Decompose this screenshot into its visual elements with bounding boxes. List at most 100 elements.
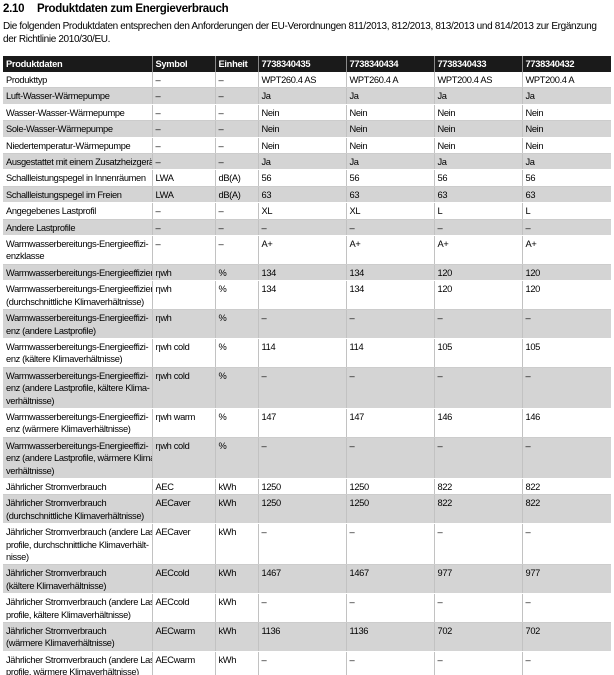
cell-value: – — [257, 437, 346, 479]
row-label: Jährlicher Stromverbrauch (durchschnittl… — [3, 494, 152, 525]
row-symbol: – — [151, 219, 215, 237]
row-unit: kWh — [214, 523, 258, 566]
cell-value: 134 — [257, 264, 346, 282]
cell-value: – — [345, 437, 434, 479]
row-label: Warmwasserbereitungs-Energieeffizienz (d… — [3, 280, 152, 311]
row-symbol: AECaver — [151, 494, 215, 525]
table-row: Warmwasserbereitungs-Energieeffizi- enz … — [3, 437, 611, 479]
cell-value: – — [433, 523, 522, 566]
cell-value: Nein — [521, 137, 611, 155]
cell-value: – — [433, 651, 522, 675]
row-unit: % — [214, 309, 258, 339]
row-symbol: AECwarm — [151, 622, 215, 652]
cell-value: A+ — [257, 235, 346, 265]
cell-value: 1136 — [345, 622, 434, 652]
row-label: Produkttyp — [3, 72, 152, 89]
cell-value: 63 — [433, 186, 522, 204]
cell-value: Nein — [521, 120, 611, 138]
cell-value: – — [433, 437, 522, 479]
cell-value: – — [521, 523, 611, 566]
row-symbol: AECcold — [151, 564, 215, 595]
cell-value: – — [345, 651, 434, 675]
table-row: Jährlicher Stromverbrauch (kältere Klima… — [3, 564, 611, 595]
row-unit: % — [214, 338, 258, 368]
table-row: Jährlicher Stromverbrauch (andere Last- … — [3, 593, 611, 624]
table-row: Warmwasserbereitungs-Energieeffizi- enzk… — [3, 235, 611, 265]
row-symbol: AECwarm — [151, 651, 215, 675]
cell-value: Ja — [257, 153, 346, 171]
row-unit: – — [214, 104, 258, 122]
cell-value: Ja — [521, 153, 611, 171]
row-symbol: – — [151, 235, 215, 265]
table-row: Warmwasserbereitungs-Energieeffizi- enz … — [3, 309, 611, 339]
row-label: Jährlicher Stromverbrauch (andere Last- … — [3, 593, 152, 624]
cell-value: 120 — [433, 280, 522, 311]
section-heading: 2.10 Produktdaten zum Energieverbrauch — [3, 3, 611, 15]
cell-value: 147 — [257, 408, 346, 438]
cell-value: 120 — [521, 280, 611, 311]
row-label: Warmwasserbereitungs-Energieeffizi- enz … — [3, 367, 152, 409]
table-row: Ausgestattet mit einem Zusatzheizgerät? –… — [3, 153, 611, 171]
table-row: Jährlicher Stromverbrauch (durchschnittl… — [3, 494, 611, 525]
cell-value: WPT200.4 A — [521, 72, 611, 89]
cell-value: Nein — [345, 120, 434, 138]
row-label: Luft-Wasser-Wärmepumpe — [3, 87, 152, 105]
cell-value: 63 — [257, 186, 346, 204]
cell-value: – — [521, 437, 611, 479]
row-unit: – — [214, 153, 258, 171]
row-label: Niedertemperatur-Wärmepumpe — [3, 137, 152, 155]
table-row: Jährlicher Stromverbrauch (wärmere Klima… — [3, 622, 611, 652]
row-symbol: ηwh cold — [151, 338, 215, 368]
cell-value: XL — [345, 202, 434, 220]
row-unit: – — [214, 120, 258, 138]
cell-value: – — [521, 651, 611, 675]
row-symbol: ηwh — [151, 280, 215, 311]
cell-value: Nein — [257, 104, 346, 122]
row-unit: – — [214, 87, 258, 105]
row-label: Jährlicher Stromverbrauch (andere Last- … — [3, 651, 152, 675]
cell-value: – — [521, 593, 611, 624]
row-symbol: – — [151, 104, 215, 122]
row-symbol: ηwh cold — [151, 367, 215, 409]
table-row: Produkttyp – – WPT260.4 AS WPT260.4 A WPT200.… — [3, 72, 611, 89]
cell-value: WPT200.4 AS — [433, 72, 522, 89]
row-unit: % — [214, 408, 258, 438]
row-symbol: – — [151, 120, 215, 138]
row-label: Wasser-Wasser-Wärmepumpe — [3, 104, 152, 122]
column-header: 7738340435 — [257, 56, 346, 72]
table-row: Jährlicher Stromverbrauch (andere Last- … — [3, 651, 611, 675]
row-unit: kWh — [214, 564, 258, 595]
cell-value: 147 — [345, 408, 434, 438]
table-row: Wasser-Wasser-Wärmepumpe – – Nein Nein Nein Ne… — [3, 104, 611, 122]
cell-value: 105 — [433, 338, 522, 368]
cell-value: 56 — [433, 169, 522, 187]
cell-value: Nein — [345, 104, 434, 122]
row-unit: kWh — [214, 478, 258, 496]
product-data-table: Produktdaten Symbol Einheit 7738340435 77383… — [3, 56, 611, 675]
row-unit: dB(A) — [214, 186, 258, 204]
table-row: Schallleistungspegel im Freien LWA dB(A) 63… — [3, 186, 611, 204]
table-header-row: Produktdaten Symbol Einheit 7738340435 77383… — [3, 56, 611, 72]
row-symbol: ηwh — [151, 264, 215, 282]
row-unit: kWh — [214, 494, 258, 525]
cell-value: L — [433, 202, 522, 220]
cell-value: 702 — [521, 622, 611, 652]
cell-value: L — [521, 202, 611, 220]
cell-value: 114 — [257, 338, 346, 368]
table-row: Niedertemperatur-Wärmepumpe – – Nein Nein Nei… — [3, 137, 611, 155]
cell-value: 822 — [521, 494, 611, 525]
table-row: Sole-Wasser-Wärmepumpe – – Nein Nein Nein Nein — [3, 120, 611, 138]
row-symbol: AECcold — [151, 593, 215, 624]
row-unit: – — [214, 219, 258, 237]
row-label: Warmwasserbereitungs-Energieeffizi- enz … — [3, 309, 152, 339]
row-unit: kWh — [214, 622, 258, 652]
row-symbol: LWA — [151, 186, 215, 204]
row-label: Warmwasserbereitungs-Energieeffizi- enz … — [3, 437, 152, 479]
table-row: Warmwasserbereitungs-Energieeffizienz ηwh… — [3, 264, 611, 282]
cell-value: 1250 — [257, 494, 346, 525]
cell-value: – — [345, 593, 434, 624]
cell-value: – — [257, 651, 346, 675]
cell-value: 120 — [433, 264, 522, 282]
table-row: Warmwasserbereitungs-Energieeffizi- enz … — [3, 338, 611, 368]
cell-value: 105 — [521, 338, 611, 368]
